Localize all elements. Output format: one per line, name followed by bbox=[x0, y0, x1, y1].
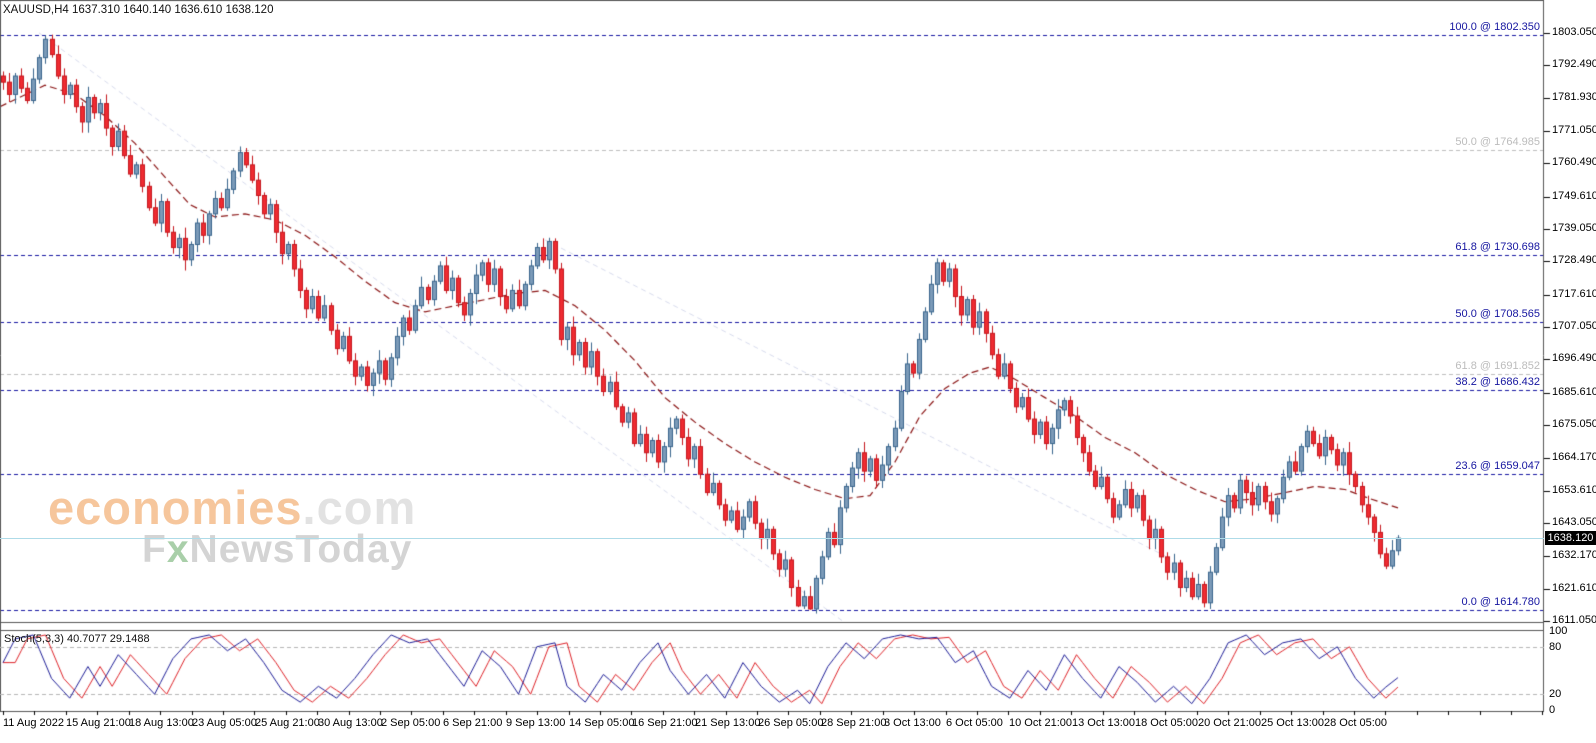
indicator-axis-label: 0 bbox=[1549, 704, 1556, 716]
price-axis-label: 1781.930 bbox=[1552, 90, 1596, 103]
time-axis-label: 28 Sep 21:00 bbox=[821, 717, 887, 729]
time-axis-label: 6 Oct 05:00 bbox=[946, 717, 1003, 729]
fib-label: 100.0 @ 1802.350 bbox=[1449, 21, 1540, 34]
indicator-label: Stoch(5,3,3) 40.7077 29.1488 bbox=[4, 633, 150, 645]
price-axis-label: 1728.490 bbox=[1552, 254, 1596, 267]
fib-label: 61.8 @ 1730.698 bbox=[1455, 240, 1540, 253]
price-axis-label: 1664.170 bbox=[1552, 451, 1596, 464]
price-axis-label: 1739.050 bbox=[1552, 222, 1596, 235]
watermark-brand-text: economies bbox=[48, 481, 303, 534]
price-axis-label: 1803.050 bbox=[1552, 26, 1596, 38]
fib-label: 61.8 @ 1691.852 bbox=[1455, 359, 1540, 372]
price-axis-label: 1632.170 bbox=[1552, 549, 1596, 562]
price-axis-label: 1707.050 bbox=[1552, 320, 1596, 333]
chart-title: XAUUSD,H4 1637.310 1640.140 1636.610 163… bbox=[3, 4, 274, 16]
price-axis-label: 1749.610 bbox=[1552, 189, 1596, 202]
indicator-axis-label: 80 bbox=[1549, 640, 1562, 653]
watermark-fxnewstoday: FxNewsToday bbox=[142, 530, 412, 569]
time-axis-label: 23 Aug 05:00 bbox=[192, 717, 257, 729]
time-axis-label: 2 Sep 05:00 bbox=[381, 717, 441, 729]
price-axis-label: 1621.610 bbox=[1552, 581, 1596, 594]
time-axis-label: 18 Aug 13:00 bbox=[129, 717, 194, 729]
watermark-sub-f: F bbox=[142, 528, 167, 571]
time-axis-label: 15 Aug 21:00 bbox=[66, 717, 131, 729]
time-axis-label: 18 Oct 05:00 bbox=[1135, 717, 1198, 729]
time-axis-label: 3 Oct 13:00 bbox=[884, 717, 941, 729]
time-axis-label: 6 Sep 21:00 bbox=[443, 717, 503, 729]
time-axis-label: 21 Sep 13:00 bbox=[695, 717, 761, 729]
price-axis-label: 1792.490 bbox=[1552, 58, 1596, 71]
price-axis-label: 1653.610 bbox=[1552, 483, 1596, 496]
price-axis-label: 1675.050 bbox=[1552, 418, 1596, 431]
time-axis-label: 16 Sep 21:00 bbox=[632, 717, 698, 729]
fib-label: 50.0 @ 1764.985 bbox=[1455, 135, 1540, 148]
price-axis-label: 1611.050 bbox=[1552, 614, 1596, 627]
watermark-suffix-text: .com bbox=[302, 481, 417, 534]
time-axis-label: 20 Oct 21:00 bbox=[1198, 717, 1261, 729]
time-axis-label: 25 Aug 21:00 bbox=[255, 717, 320, 729]
current-price-line bbox=[0, 538, 1544, 539]
time-axis-label: 30 Aug 13:00 bbox=[318, 717, 383, 729]
watermark-sub-x: x bbox=[166, 528, 190, 571]
indicator-axis-label: 20 bbox=[1549, 688, 1562, 701]
time-axis-label: 25 Oct 13:00 bbox=[1261, 717, 1324, 729]
price-axis-label: 1696.490 bbox=[1552, 352, 1596, 365]
time-axis-label: 11 Aug 2022 bbox=[3, 717, 64, 729]
price-axis-label: 1685.610 bbox=[1552, 385, 1596, 398]
current-price-tag: 1638.120 bbox=[1545, 531, 1596, 545]
time-axis-label: 26 Sep 05:00 bbox=[758, 717, 824, 729]
price-axis-label: 1760.490 bbox=[1552, 156, 1596, 169]
price-axis-label: 1717.610 bbox=[1552, 287, 1596, 300]
time-axis-label: 9 Sep 13:00 bbox=[506, 717, 566, 729]
fib-label: 50.0 @ 1708.565 bbox=[1455, 308, 1540, 321]
fib-label: 0.0 @ 1614.780 bbox=[1461, 595, 1540, 608]
fib-label: 23.6 @ 1659.047 bbox=[1455, 460, 1540, 473]
time-axis-label: 10 Oct 21:00 bbox=[1009, 717, 1072, 729]
price-axis-label: 1643.050 bbox=[1552, 516, 1596, 529]
fib-label: 38.2 @ 1686.432 bbox=[1455, 376, 1540, 389]
watermark-economies: economies.com bbox=[48, 484, 416, 531]
indicator-axis-label: 100 bbox=[1549, 625, 1568, 637]
time-axis-label: 13 Oct 13:00 bbox=[1072, 717, 1135, 729]
price-axis-label: 1771.050 bbox=[1552, 124, 1596, 136]
time-axis-label: 14 Sep 05:00 bbox=[569, 717, 635, 729]
watermark-sub-rest: NewsToday bbox=[189, 528, 413, 571]
time-axis-label: 28 Oct 05:00 bbox=[1324, 717, 1387, 729]
